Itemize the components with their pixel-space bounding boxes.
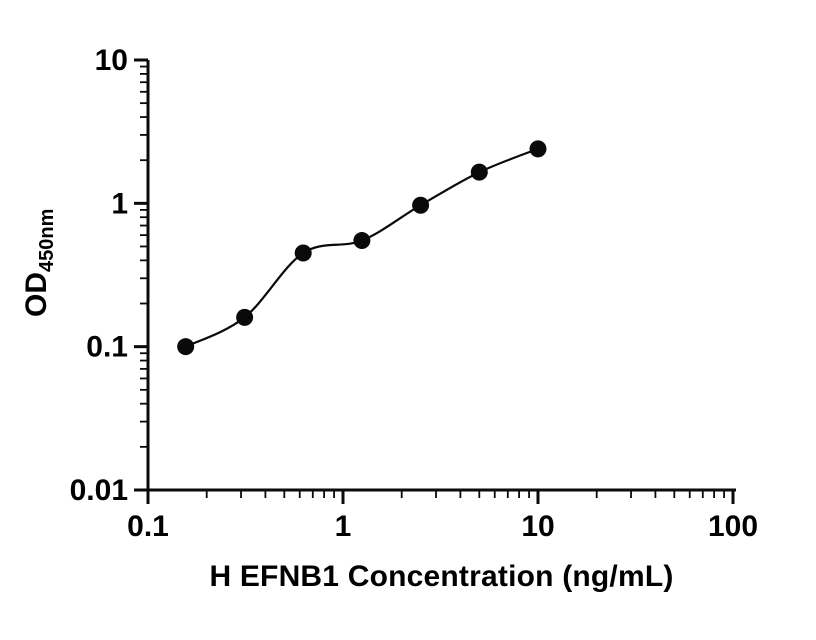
data-point (412, 196, 430, 214)
data-point (177, 338, 195, 356)
x-tick-label: 0.1 (127, 510, 169, 543)
y-tick-label: 0.1 (86, 331, 128, 364)
y-tick-label: 0.01 (70, 474, 128, 507)
x-tick-label: 100 (708, 510, 758, 543)
x-tick-label: 10 (521, 510, 554, 543)
y-tick-label: 1 (111, 187, 128, 220)
data-point (236, 308, 254, 326)
y-tick-label: 10 (95, 44, 128, 77)
y-axis-title: OD450nm (20, 209, 58, 317)
x-axis-title: H EFNB1 Concentration (ng/mL) (209, 560, 674, 593)
y-axis-title-main: OD (20, 272, 53, 317)
data-point (470, 163, 488, 181)
x-tick-label: 1 (335, 510, 352, 543)
data-point (353, 232, 371, 250)
y-axis-title-sub: 450nm (36, 209, 58, 272)
data-point (529, 140, 547, 158)
data-point (294, 244, 312, 262)
